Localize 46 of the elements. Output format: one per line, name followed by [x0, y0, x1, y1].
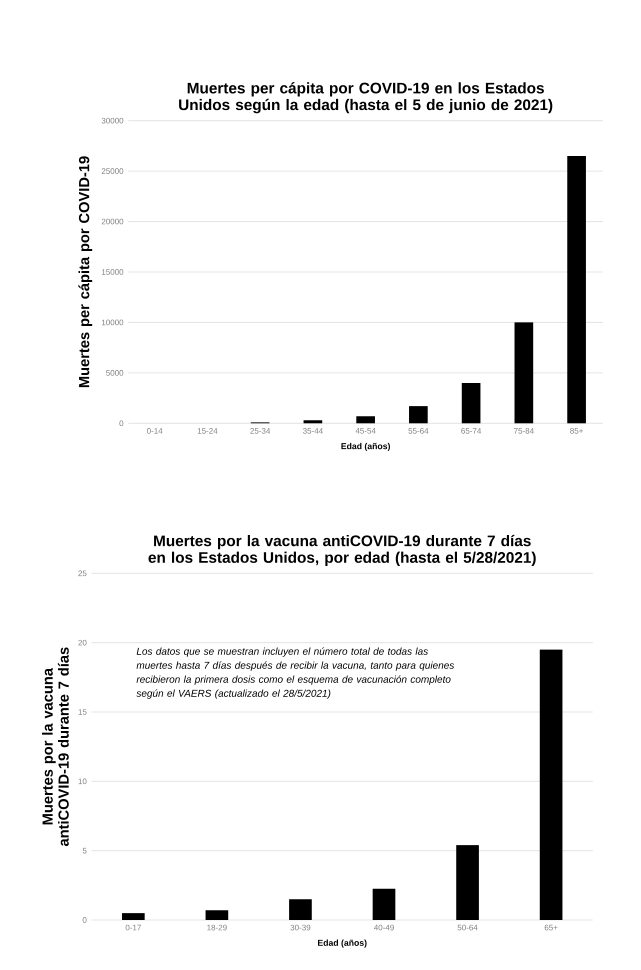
x-tick-label: 75-84 [514, 428, 534, 434]
y-tick-label: 25000 [102, 168, 124, 174]
y-tick-label: 20 [78, 640, 86, 646]
chart-title: Muertes por la vacuna antiCOVID-19 durante 7 días en los Estados Unidos, por edad (hasta el 5/28/2021) [148, 534, 536, 566]
bar [408, 406, 428, 424]
bar [205, 910, 228, 920]
y-tick-label: 0 [82, 917, 86, 923]
x-tick-label: 65-74 [461, 428, 481, 434]
x-tick-label: 35-44 [302, 428, 323, 434]
x-tick-label: 40-49 [374, 924, 394, 930]
x-tick-label: 45-54 [355, 428, 376, 434]
y-tick-label: 5 [82, 848, 86, 854]
x-tick-label: 18-29 [207, 924, 227, 930]
y-tick-label: 0 [119, 420, 124, 426]
y-tick-label: 15000 [102, 269, 124, 275]
y-tick-label: 10 [78, 778, 86, 784]
x-axis-title: Edad (años) [318, 940, 366, 948]
x-tick-label: 0-14 [146, 428, 162, 434]
x-axis-title: Edad (años) [341, 442, 390, 451]
bar [567, 156, 586, 424]
bar [462, 382, 480, 424]
y-tick-label: 10000 [102, 320, 124, 326]
bar [456, 845, 479, 920]
x-tick-label: 30-39 [290, 924, 310, 930]
x-tick-label: 0-17 [125, 924, 141, 930]
bar [288, 899, 312, 920]
bar [540, 650, 562, 920]
x-tick-label: 55-64 [408, 428, 428, 434]
bar [356, 416, 375, 424]
y-tick-label: 30000 [101, 118, 124, 124]
annotation: Los datos que se muestran incluyen el número total de todas las muertes hasta 7 días después de recibir la vacuna, tanto para quienes recibieron la primera dosis como el esquema de vacunación completo según el VAERS (actualizado el 28/5/2021) [136, 647, 454, 699]
x-tick-label: 50-64 [457, 924, 478, 930]
y-tick-label: 25 [78, 570, 86, 576]
bar [514, 322, 534, 424]
bar [122, 913, 145, 920]
bar [372, 888, 396, 920]
x-tick-label: 85+ [570, 428, 583, 434]
y-tick-label: 5000 [106, 370, 124, 376]
x-tick-label: 65+ [544, 924, 558, 930]
chart-title: Muertes per cápita por COVID-19 en los Estados Unidos según la edad (hasta el 5 de junio de 2021) [178, 82, 552, 114]
y-axis-title: Muertes per cápita por COVID-19 [78, 156, 92, 388]
x-tick-label: 15-24 [198, 428, 218, 434]
x-tick-label: 25-34 [250, 428, 270, 434]
y-tick-label: 15 [78, 709, 86, 715]
y-tick-label: 20000 [102, 218, 124, 224]
y-axis-title: Muertes por la vacuna antiCOVID-19 durante 7 días [42, 647, 69, 846]
